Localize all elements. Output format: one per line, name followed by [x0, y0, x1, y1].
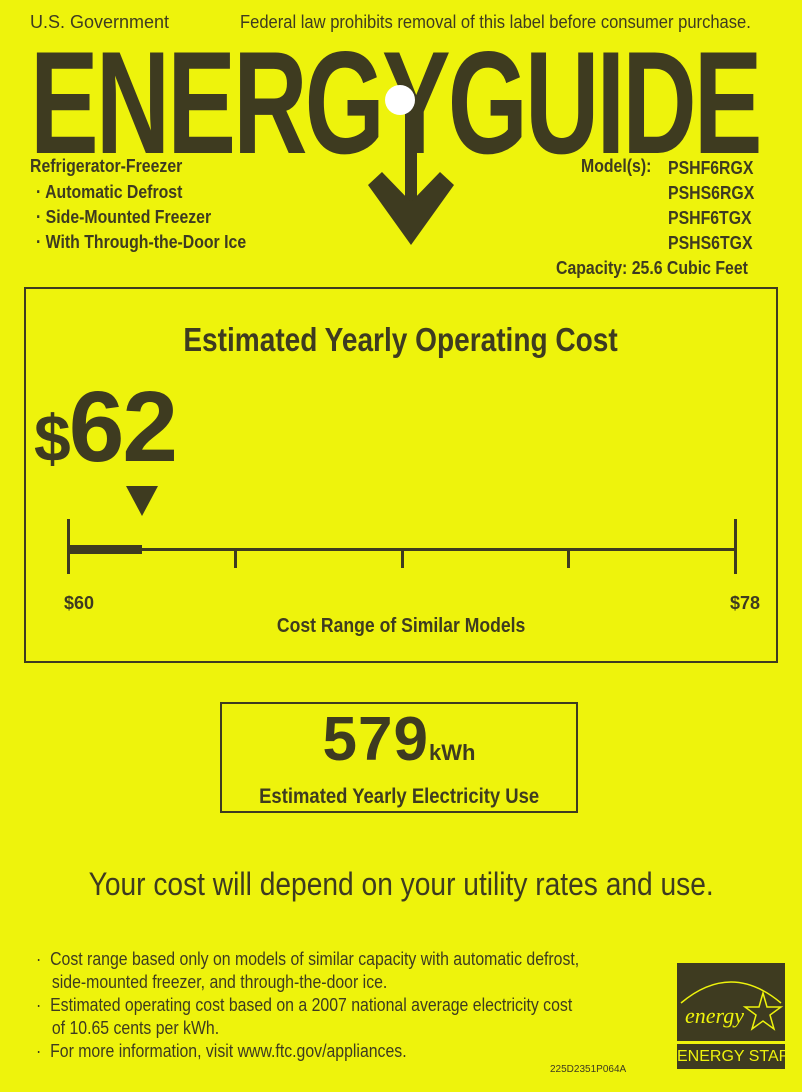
product-type: Refrigerator-Freezer — [30, 156, 183, 176]
scale-tick — [67, 519, 70, 574]
model-number: PSHS6RGX — [668, 183, 755, 203]
feature-list: · Automatic Defrost · Side-Mounted Freez… — [36, 180, 246, 255]
energy-star-label: ENERGY STAR — [677, 1044, 790, 1069]
federal-law-notice: Federal law prohibits removal of this la… — [240, 12, 751, 32]
feature-item: · With Through-the-Door Ice — [36, 232, 247, 252]
capacity: Capacity: 25.6 Cubic Feet — [556, 258, 748, 278]
arrow-down-icon — [368, 85, 454, 245]
kwh-label: Estimated Yearly Electricity Use — [258, 785, 540, 808]
note-item: of 10.65 cents per kWh. — [51, 1018, 220, 1038]
scale-tick — [400, 548, 404, 568]
electricity-use-box: 579kWh Estimated Yearly Electricity Use — [220, 702, 578, 813]
note-item: · Cost range based only on models of sim… — [36, 949, 580, 969]
cost-indicator-triangle — [126, 486, 159, 516]
energy-star-logo: energy ENERGY STAR — [677, 963, 790, 1069]
feature-item: · Side-Mounted Freezer — [36, 207, 212, 227]
model-list: PSHF6RGX PSHS6RGX PSHF6TGX PSHS6TGX — [668, 156, 754, 256]
max-cost-label: $78 — [729, 593, 760, 613]
note-item: · Estimated operating cost based on a 20… — [36, 995, 573, 1015]
cost-range-label: Cost Range of Similar Models — [276, 615, 526, 637]
kwh-value: 579kWh — [322, 705, 476, 774]
feature-item: · Automatic Defrost — [36, 182, 183, 202]
us-government-label: U.S. Government — [30, 12, 170, 32]
model-number: PSHS6TGX — [668, 233, 753, 253]
models-label: Model(s): — [581, 156, 652, 176]
model-number: PSHF6TGX — [668, 208, 752, 228]
scale-tick — [734, 519, 737, 574]
cost-range-scale — [67, 519, 737, 574]
energy-star-icon: energy — [677, 963, 785, 1041]
notes-list: · Cost range based only on models of sim… — [36, 948, 653, 1063]
operating-cost-box: Estimated Yearly Operating Cost $62 $60 … — [24, 287, 778, 663]
scale-tick — [567, 548, 571, 568]
scale-fill — [68, 545, 143, 554]
model-number: PSHF6RGX — [668, 158, 754, 178]
cost-title: Estimated Yearly Operating Cost — [183, 321, 619, 358]
note-item: · For more information, visit www.ftc.go… — [36, 1041, 407, 1061]
note-item: side-mounted freezer, and through-the-do… — [51, 972, 388, 992]
min-cost-label: $60 — [64, 593, 95, 613]
utility-rates-disclaimer: Your cost will depend on your utility ra… — [88, 866, 714, 902]
label-code: 225D2351P064A — [550, 1064, 627, 1075]
scale-tick — [233, 548, 237, 568]
cost-value: $62 — [34, 371, 178, 483]
svg-text:energy: energy — [685, 1003, 744, 1028]
